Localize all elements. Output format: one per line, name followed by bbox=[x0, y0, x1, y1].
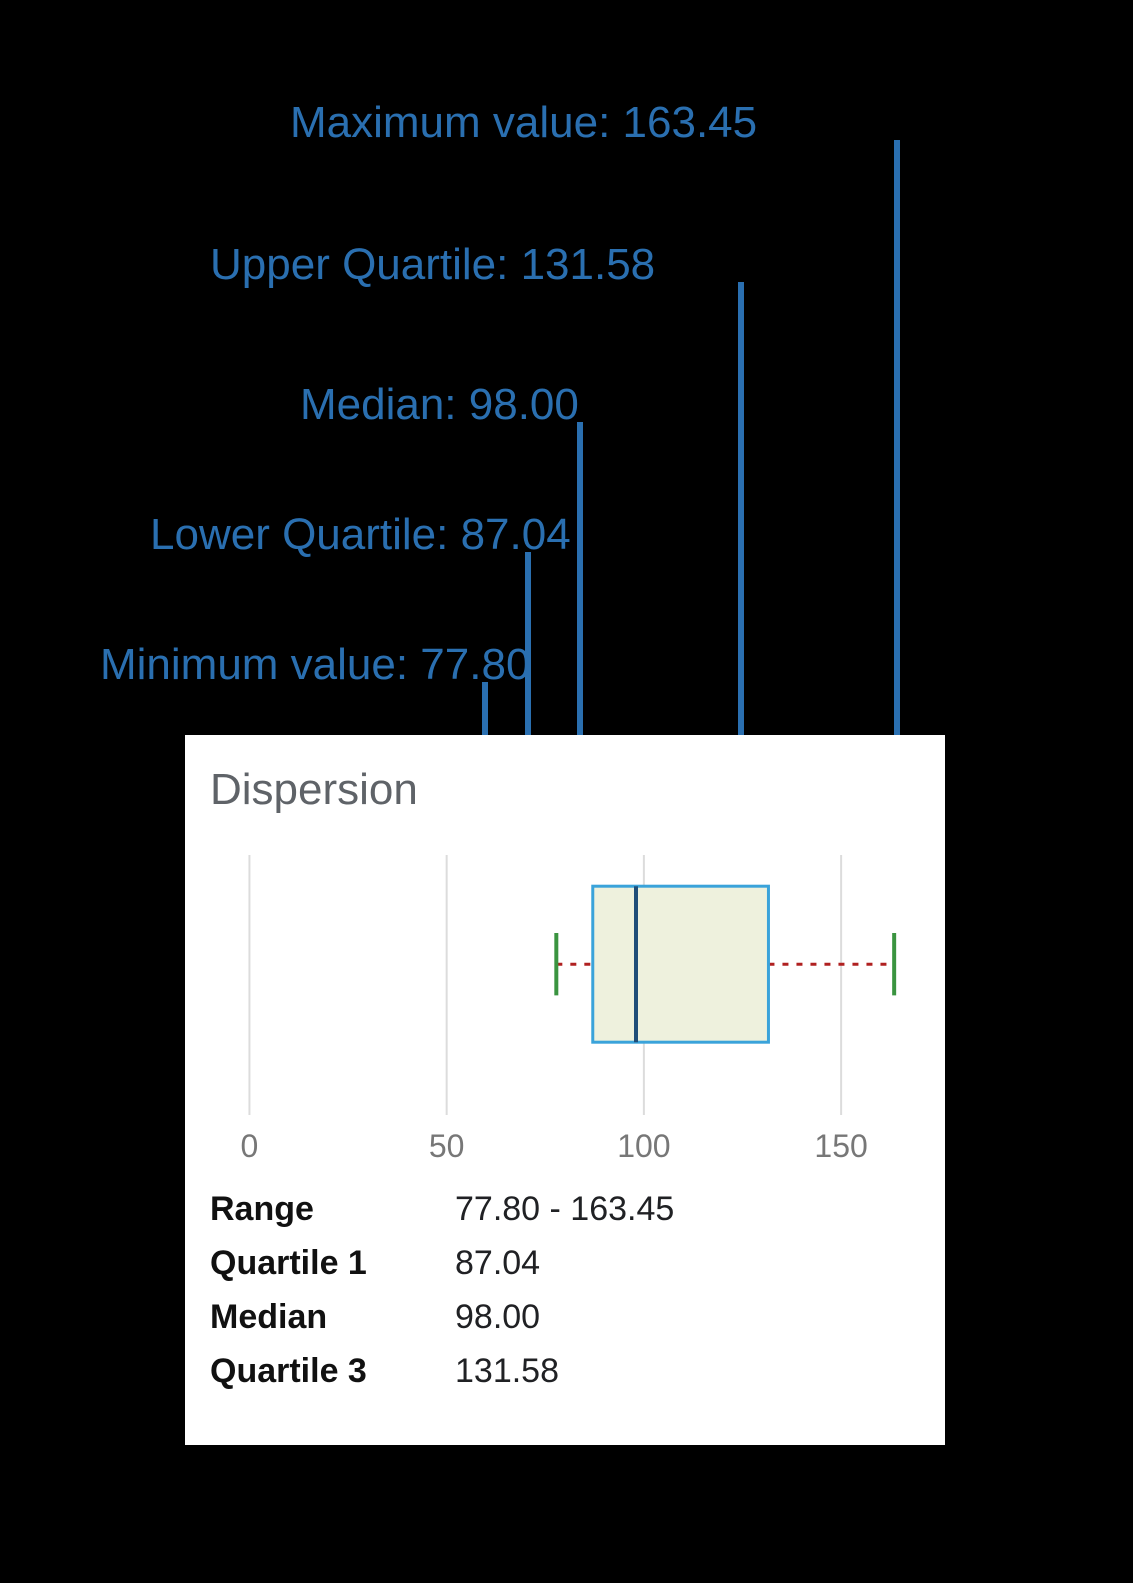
svg-text:100: 100 bbox=[617, 1128, 670, 1164]
callout-label-q3: Upper Quartile: 131.58 bbox=[210, 240, 655, 290]
stats-label: Quartile 1 bbox=[210, 1244, 367, 1283]
callout-label-q1: Lower Quartile: 87.04 bbox=[150, 510, 571, 560]
stats-value: 87.04 bbox=[455, 1244, 540, 1283]
stats-value: 98.00 bbox=[455, 1298, 540, 1337]
dispersion-panel: Dispersion 0 50 100 150 Range 77.80 - 163.4… bbox=[185, 735, 945, 1445]
stats-label: Median bbox=[210, 1298, 327, 1337]
callout-label-median: Median: 98.00 bbox=[300, 380, 579, 430]
stats-label: Quartile 3 bbox=[210, 1352, 367, 1391]
stats-label: Range bbox=[210, 1190, 314, 1229]
svg-text:150: 150 bbox=[814, 1128, 867, 1164]
callout-label-max: Maximum value: 163.45 bbox=[290, 98, 757, 148]
callout-label-min: Minimum value: 77.80 bbox=[100, 640, 530, 690]
stats-value: 77.80 - 163.45 bbox=[455, 1190, 674, 1229]
stats-value: 131.58 bbox=[455, 1352, 559, 1391]
svg-text:0: 0 bbox=[241, 1128, 259, 1164]
svg-text:50: 50 bbox=[429, 1128, 465, 1164]
panel-title: Dispersion bbox=[210, 765, 418, 815]
boxplot-chart: 0 50 100 150 bbox=[185, 735, 945, 1445]
